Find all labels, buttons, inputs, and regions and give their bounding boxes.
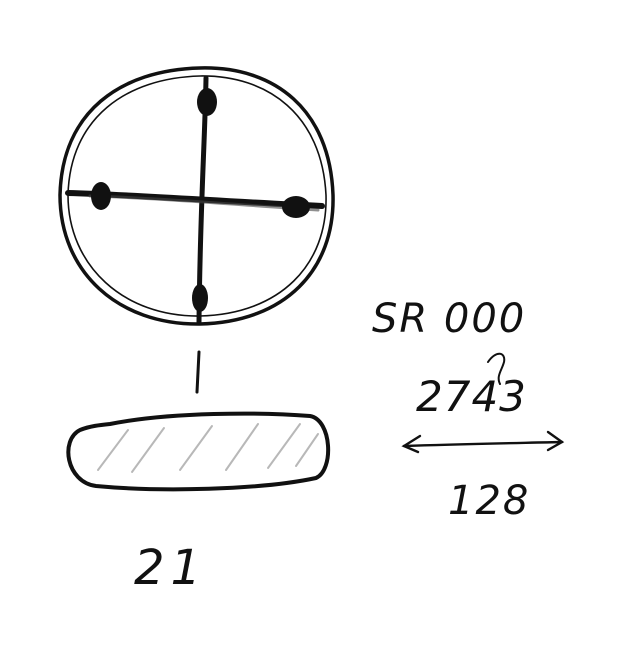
serial-label: SR 000 [372,296,527,342]
thickness-label: 21 [134,540,208,596]
arrow-left-head [401,434,422,454]
correction-mark [487,352,506,385]
coin-side-view [66,411,330,492]
cross-left-dot [91,182,111,210]
arrow-right-head [546,430,565,452]
cross-top-dot [197,88,217,116]
dimension-line [402,440,564,448]
dimension-arrow [401,430,565,454]
cross-bottom-dot [192,284,208,312]
cross-right-dot [282,196,310,218]
side-hatching [97,423,319,473]
number-label: 2743 [416,372,527,421]
side-outline [66,411,330,492]
width-label: 128 [448,478,531,524]
coin-top-view [58,66,335,326]
view-connector-mark [195,350,201,394]
